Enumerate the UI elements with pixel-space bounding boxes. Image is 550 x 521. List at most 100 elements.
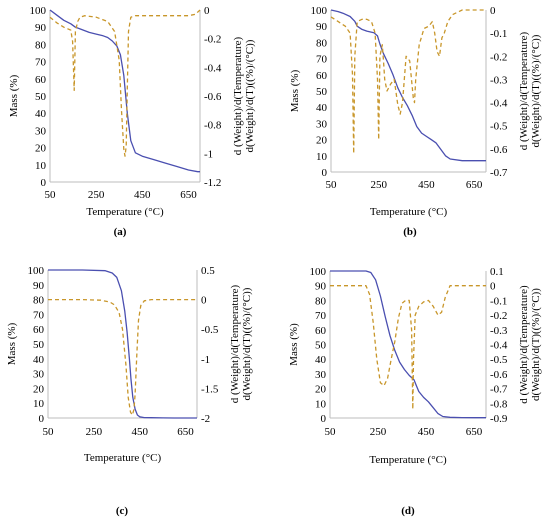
y-tick-label: 20 [315,384,327,396]
x-tick-label: 50 [43,426,55,438]
x-axis-title: Temperature (°C) [84,452,162,464]
y-tick-label: 100 [311,5,328,17]
y2-axis-title-line1: d (Weight)/d(Temperature) [518,285,530,404]
y2-axis-title-line2: d(Weight)/d(T)((%)/(°C)) [530,288,542,401]
y2-tick-label: -2 [201,413,210,425]
y-tick-label: 50 [35,91,47,103]
derivative-series-line [49,9,201,157]
y-tick-label: 0 [41,177,47,189]
mass-series-line [330,270,486,419]
y-tick-label: 10 [315,398,327,410]
y-tick-label: 100 [30,5,47,17]
y2-tick-label: -0.7 [490,384,508,396]
y2-tick-label: -0.2 [490,310,507,322]
y2-tick-label: -0.1 [490,28,507,40]
y2-tick-label: -0.7 [490,167,508,179]
panel-label: (b) [403,226,417,238]
y-tick-label: 0 [39,413,45,425]
y2-tick-label: -1.2 [204,177,221,189]
x-tick-label: 50 [326,179,338,191]
y-tick-label: 40 [315,354,327,366]
y-tick-label: 70 [316,54,328,66]
y-axis-title: Mass (%) [288,323,300,366]
y-tick-label: 90 [33,280,45,292]
y2-tick-label: -0.9 [490,413,508,425]
y2-tick-label: -0.4 [490,340,508,352]
y2-tick-label: 0 [490,5,496,17]
x-tick-label: 250 [86,426,103,438]
y2-axis-title-line2: d(Weight)/d(T)((%)/(°C)) [244,39,256,152]
y-axis-title: Mass (%) [8,74,20,117]
y-tick-label: 80 [316,37,328,49]
y2-tick-label: -0.5 [201,324,219,336]
y-tick-label: 100 [28,265,45,277]
y2-tick-label: 0.5 [201,265,215,277]
x-tick-label: 650 [466,179,483,191]
y-tick-label: 70 [315,310,327,322]
y-tick-label: 10 [33,398,45,410]
y2-tick-label: -0.6 [204,91,222,103]
y2-tick-label: -1.5 [201,383,219,395]
x-tick-label: 650 [180,189,197,201]
y2-tick-label: 0 [490,281,496,293]
y2-tick-label: -0.8 [204,120,222,132]
x-tick-label: 250 [88,189,105,201]
y-tick-label: 70 [35,57,47,69]
y-axis-title: Mass (%) [6,322,18,365]
y2-tick-label: -1 [201,354,210,366]
y2-axis-title-line1: d (Weight)/d(Temperature) [518,31,530,150]
mass-series-line [48,269,197,419]
y-tick-label: 50 [33,339,45,351]
y-tick-label: 30 [35,125,47,137]
y2-tick-label: -0.6 [490,144,508,156]
y-tick-label: 30 [33,369,45,381]
panel-label: (a) [114,226,127,238]
y2-tick-label: -0.3 [490,74,508,86]
y2-tick-label: -1 [204,148,213,160]
y2-tick-label: 0 [204,5,210,17]
y2-tick-label: -0.1 [490,295,507,307]
y-tick-label: 20 [35,143,47,155]
y-tick-label: 30 [316,118,328,130]
y-tick-label: 10 [35,160,47,172]
x-tick-label: 650 [466,426,483,438]
x-tick-label: 250 [370,179,387,191]
y2-tick-label: -0.5 [490,354,508,366]
y2-tick-label: -0.2 [490,51,507,63]
y-tick-label: 20 [33,383,45,395]
chart-panel-c: 0 10 20 30 40 50 60 70 80 90 100 -2 -1.5 -1 -0.5 0 0.5 50… [6,265,253,517]
y-tick-label: 40 [316,102,328,114]
y2-tick-label: -0.8 [490,398,508,410]
y-tick-label: 90 [35,22,47,34]
y-tick-label: 60 [315,325,327,337]
y-tick-label: 90 [315,281,327,293]
y-tick-label: 80 [35,39,47,51]
x-axis-title: Temperature (°C) [86,206,164,218]
y-tick-label: 60 [33,324,45,336]
y2-tick-label: 0.1 [490,266,504,278]
y2-tick-label: -0.4 [490,98,508,110]
y-tick-label: 30 [315,369,327,381]
y-tick-label: 90 [316,21,328,33]
y-axis-title: Mass (%) [289,69,301,112]
x-tick-label: 50 [325,426,337,438]
x-tick-label: 450 [134,189,151,201]
y-tick-label: 70 [33,309,45,321]
y-tick-label: 80 [315,295,327,307]
y-tick-label: 50 [316,86,328,98]
y2-tick-label: -0.6 [490,369,508,381]
y2-tick-label: -0.5 [490,121,508,133]
y-tick-label: 100 [310,266,327,278]
y2-axis-title-line1: d (Weight)/d(Temperature) [232,36,244,155]
y2-axis-title-line2: d(Weight)/d(T)((%)/(°C)) [530,34,542,147]
x-tick-label: 50 [45,189,57,201]
mass-series-line [49,9,200,173]
x-tick-label: 250 [370,426,387,438]
x-tick-label: 450 [418,179,435,191]
derivative-series-line [330,285,486,410]
y-tick-label: 0 [321,413,327,425]
panel-label: (d) [401,505,415,517]
y-tick-label: 60 [35,74,47,86]
y-tick-label: 0 [322,167,328,179]
y2-tick-label: -0.2 [204,34,221,46]
